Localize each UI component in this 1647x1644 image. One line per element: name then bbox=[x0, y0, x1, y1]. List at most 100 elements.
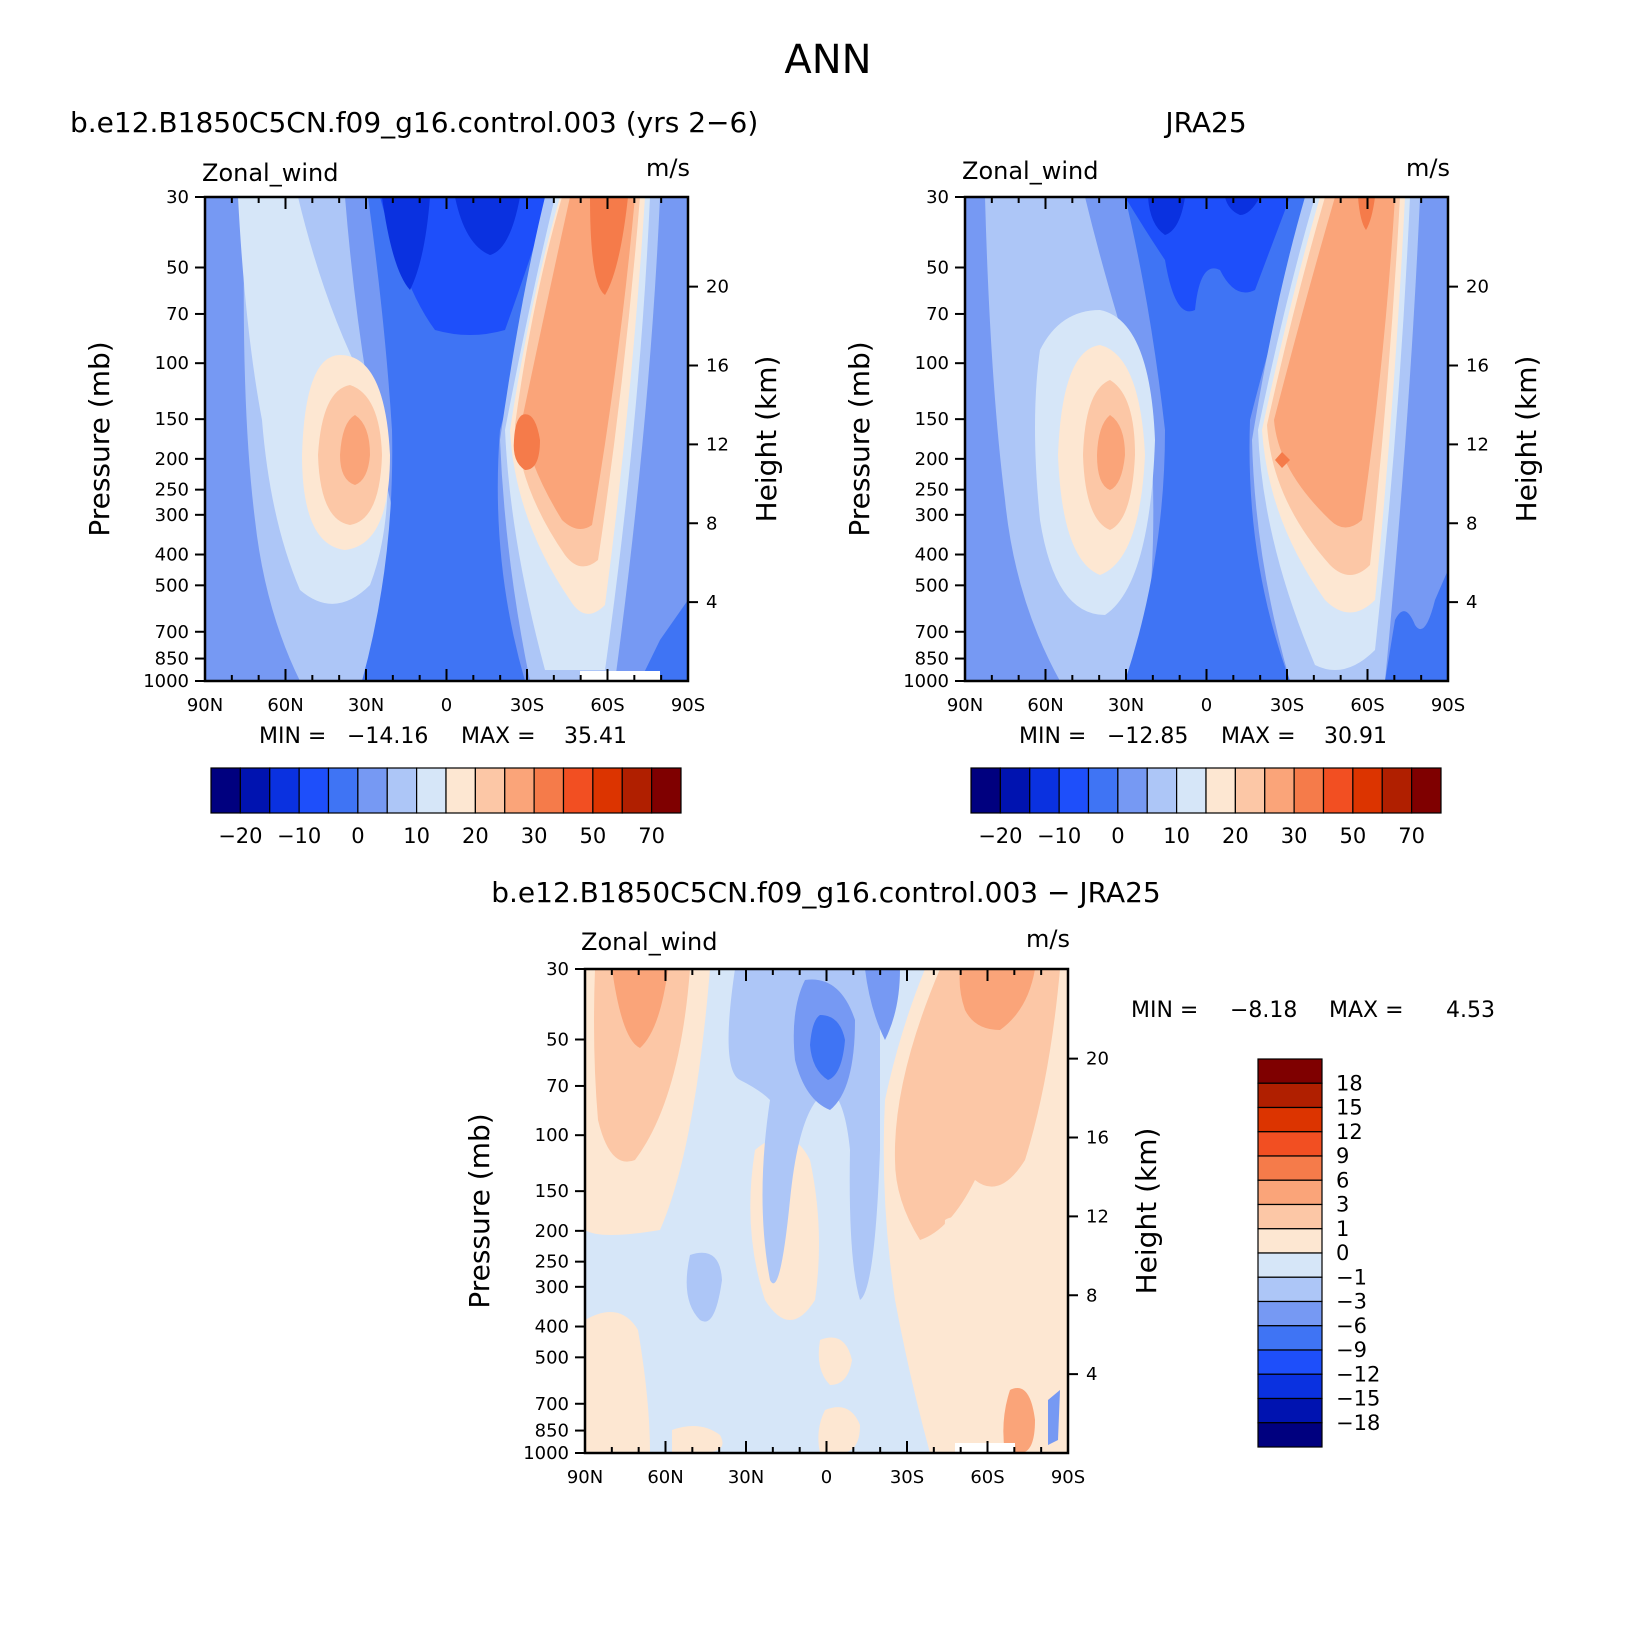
panel-diff-units-label: m/s bbox=[1026, 925, 1070, 953]
pressure-tick-label: 150 bbox=[155, 409, 189, 430]
contour-fill bbox=[382, 197, 430, 290]
colorbar-swatch bbox=[592, 767, 623, 814]
colorbar-label: −10 bbox=[277, 824, 321, 848]
height-tick-label: 20 bbox=[1466, 277, 1489, 298]
height-tick-label: 16 bbox=[1466, 356, 1489, 377]
pressure-tick-label: 300 bbox=[915, 505, 949, 526]
panel-diff-min-label: MIN = bbox=[1131, 998, 1198, 1023]
lat-tick-label: 0 bbox=[441, 695, 452, 716]
height-tick-label: 12 bbox=[1466, 434, 1489, 455]
panel-model-max-label: MAX = bbox=[461, 724, 536, 749]
colorbar-label: 10 bbox=[1163, 824, 1190, 848]
colorbar-swatch bbox=[357, 767, 388, 814]
lat-tick-label: 60N bbox=[267, 695, 303, 716]
lat-tick-label: 60S bbox=[970, 1467, 1004, 1488]
panel-model-subtitle: b.e12.B1850C5CN.f09_g16.control.003 (yrs… bbox=[70, 106, 758, 139]
height-tick-label: 12 bbox=[706, 434, 729, 455]
colorbar-swatch bbox=[1257, 1397, 1323, 1424]
contour-fill bbox=[1003, 1388, 1035, 1453]
colorbar-label: 30 bbox=[1281, 824, 1308, 848]
panel-model: b.e12.B1850C5CN.f09_g16.control.003 (yrs… bbox=[70, 106, 783, 848]
contour-fill bbox=[944, 1217, 968, 1330]
colorbar-swatch bbox=[1257, 1276, 1323, 1303]
lat-tick-label: 90N bbox=[567, 1467, 603, 1488]
pressure-tick-label: 850 bbox=[535, 1421, 569, 1442]
panel-diff-min-value: −8.18 bbox=[1230, 998, 1297, 1023]
pressure-tick-label: 150 bbox=[535, 1181, 569, 1202]
lat-tick-label: 90S bbox=[1051, 1467, 1085, 1488]
colorbar-swatch bbox=[1411, 767, 1442, 814]
colorbar-swatch bbox=[1322, 767, 1354, 814]
panel-diff-subtitle: b.e12.B1850C5CN.f09_g16.control.003 − JR… bbox=[491, 876, 1160, 909]
pressure-tick-label: 50 bbox=[166, 258, 189, 279]
colorbar-label: 18 bbox=[1336, 1071, 1363, 1095]
colorbar-label: 6 bbox=[1336, 1168, 1349, 1192]
pressure-tick-label: 50 bbox=[546, 1030, 569, 1051]
colorbar-swatch bbox=[1293, 767, 1325, 814]
contour-fill bbox=[865, 969, 900, 1040]
colorbar-swatch bbox=[1205, 767, 1236, 814]
pressure-tick-label: 1000 bbox=[903, 671, 949, 692]
colorbar-swatch bbox=[269, 767, 300, 814]
colorbar-swatch bbox=[1257, 1228, 1323, 1254]
pressure-tick-label: 500 bbox=[155, 575, 189, 596]
colorbar-label: 3 bbox=[1336, 1193, 1349, 1217]
panel-model-contours bbox=[205, 197, 688, 681]
colorbar-swatch bbox=[1257, 1082, 1323, 1109]
pressure-tick-label: 70 bbox=[546, 1076, 569, 1097]
colorbar-swatch bbox=[621, 767, 653, 814]
panel-model-colorbar: −20 −10 0 10 20 30 50 70 bbox=[210, 767, 682, 848]
panel-model-variable-label: Zonal_wind bbox=[202, 159, 338, 187]
panel-obs-contours bbox=[965, 197, 1448, 681]
colorbar-label: −10 bbox=[1037, 824, 1081, 848]
contour-fill bbox=[594, 969, 690, 1162]
contour-fill bbox=[362, 197, 560, 681]
height-tick-label: 16 bbox=[706, 356, 729, 377]
panel-diff-max-label: MAX = bbox=[1329, 998, 1404, 1023]
height-tick-label: 12 bbox=[1086, 1206, 1109, 1227]
contour-fill bbox=[1275, 452, 1290, 468]
pressure-axis-label: Pressure (mb) bbox=[463, 1113, 496, 1308]
pressure-tick-label: 1000 bbox=[143, 671, 189, 692]
contour-fill bbox=[1097, 415, 1125, 490]
pressure-tick-label: 50 bbox=[926, 258, 949, 279]
pressure-tick-label: 70 bbox=[166, 304, 189, 325]
panel-obs-max-value: 30.91 bbox=[1324, 724, 1387, 749]
pressure-tick-label: 250 bbox=[915, 480, 949, 501]
pressure-tick-label: 30 bbox=[546, 959, 569, 980]
pressure-tick-label: 300 bbox=[155, 505, 189, 526]
contour-fill bbox=[686, 1252, 722, 1322]
colorbar-swatch bbox=[210, 767, 241, 814]
panel-diff-max-value: 4.53 bbox=[1446, 998, 1495, 1023]
panel-obs-min-value: −12.85 bbox=[1107, 724, 1188, 749]
pressure-tick-label: 250 bbox=[155, 480, 189, 501]
colorbar-label: 70 bbox=[638, 824, 665, 848]
pressure-tick-label: 200 bbox=[915, 449, 949, 470]
panel-obs-colorbar: −20 −10 0 10 20 30 50 70 bbox=[970, 767, 1442, 848]
lat-tick-label: 60N bbox=[647, 1467, 683, 1488]
pressure-tick-label: 500 bbox=[915, 575, 949, 596]
pressure-tick-label: 850 bbox=[155, 649, 189, 670]
figure-title: ANN bbox=[784, 37, 871, 83]
panel-obs-units-label: m/s bbox=[1406, 154, 1450, 182]
height-tick-label: 4 bbox=[1466, 592, 1477, 613]
panel-model-min-label: MIN = bbox=[259, 724, 326, 749]
lat-tick-label: 30S bbox=[510, 695, 544, 716]
colorbar-label: 9 bbox=[1336, 1144, 1349, 1168]
contour-fill bbox=[1358, 197, 1375, 230]
height-tick-label: 20 bbox=[706, 277, 729, 298]
colorbar-label: 0 bbox=[1111, 824, 1124, 848]
lat-tick-label: 90S bbox=[671, 695, 705, 716]
pressure-tick-label: 150 bbox=[915, 409, 949, 430]
pressure-tick-label: 30 bbox=[926, 187, 949, 208]
colorbar-swatch bbox=[1257, 1373, 1323, 1400]
colorbar-label: −3 bbox=[1336, 1290, 1367, 1314]
height-tick-label: 20 bbox=[1086, 1049, 1109, 1070]
colorbar-swatch bbox=[1352, 767, 1383, 814]
lat-tick-label: 30N bbox=[728, 1467, 764, 1488]
missing-data bbox=[955, 1443, 1015, 1453]
colorbar-label: 30 bbox=[521, 824, 548, 848]
colorbar-label: −18 bbox=[1336, 1411, 1380, 1435]
colorbar-label: 15 bbox=[1336, 1096, 1363, 1120]
